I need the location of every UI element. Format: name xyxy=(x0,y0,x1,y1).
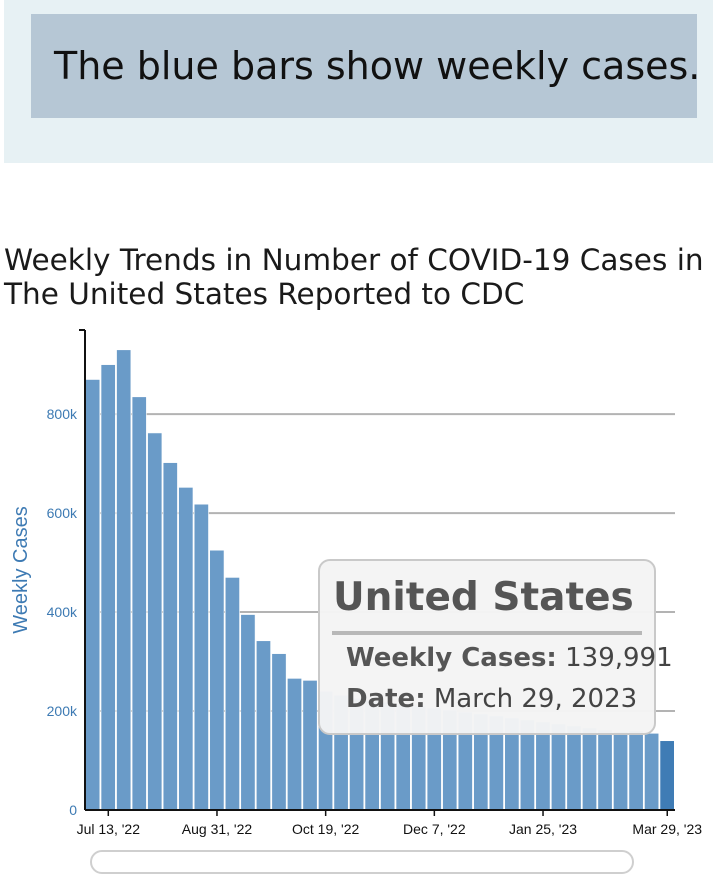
bar xyxy=(209,549,225,811)
y-tick-label: 200k xyxy=(47,703,78,719)
bar xyxy=(178,487,194,811)
x-tick-label: Jan 25, '23 xyxy=(509,821,577,837)
banner: The blue bars show weekly cases. xyxy=(4,0,713,163)
tooltip-divider xyxy=(332,631,642,635)
bar xyxy=(644,732,660,811)
y-tick-labels: 0 200k 400k 600k 800k xyxy=(47,406,78,818)
x-tick-label: Jul 13, '22 xyxy=(77,821,141,837)
bar xyxy=(566,725,582,811)
bar xyxy=(100,364,116,811)
bar xyxy=(224,577,240,811)
x-tick-label: Oct 19, '22 xyxy=(292,821,359,837)
tooltip-date-label: Date: xyxy=(346,684,426,714)
bottom-control[interactable] xyxy=(90,850,634,874)
bar xyxy=(147,432,163,811)
y-tick-label: 600k xyxy=(47,505,78,521)
bar xyxy=(302,680,318,811)
banner-text: The blue bars show weekly cases. xyxy=(54,44,701,88)
y-tick-label: 0 xyxy=(69,802,77,818)
bar xyxy=(240,614,256,811)
x-tick-label: Dec 7, '22 xyxy=(403,821,466,837)
bar xyxy=(116,349,132,811)
bar xyxy=(193,503,209,811)
bar xyxy=(255,640,271,811)
y-axis-label: Weekly Cases xyxy=(10,506,32,633)
x-tick-labels: Jul 13, '22 Aug 31, '22 Oct 19, '22 Dec 7, … xyxy=(77,821,703,837)
x-tick-label: Mar 29, '23 xyxy=(632,821,702,837)
bar xyxy=(271,653,287,811)
y-tick-label: 800k xyxy=(47,406,78,422)
tooltip: United States Weekly Cases: 139,991 Date… xyxy=(318,559,673,735)
x-tick-label: Aug 31, '22 xyxy=(182,821,253,837)
bar xyxy=(131,396,147,811)
tooltip-date-row: Date: March 29, 2023 xyxy=(346,684,637,714)
bar-chart: 0 200k 400k 600k 800k Jul 13, '22 Aug 31, '22… xyxy=(10,329,703,837)
bar xyxy=(582,727,597,811)
tooltip-cases-row: Weekly Cases: 139,991 xyxy=(346,643,673,673)
bar xyxy=(550,723,566,811)
chart-title: Weekly Trends in Number of COVID-19 Case… xyxy=(4,243,704,311)
bar xyxy=(287,678,302,811)
bar xyxy=(162,462,178,811)
tooltip-date-value: March 29, 2023 xyxy=(433,684,638,714)
tooltip-cases-label: Weekly Cases: xyxy=(346,643,557,673)
bar xyxy=(659,740,675,811)
bar xyxy=(613,731,629,811)
bar xyxy=(628,730,644,811)
bar xyxy=(535,721,551,811)
axes xyxy=(79,329,675,816)
bar xyxy=(597,729,613,811)
banner-box: The blue bars show weekly cases. xyxy=(31,14,701,118)
bar xyxy=(85,379,101,811)
tooltip-title: United States xyxy=(333,575,634,620)
y-tick-label: 400k xyxy=(47,604,78,620)
tooltip-cases-value: 139,991 xyxy=(565,643,673,673)
bars xyxy=(85,349,675,811)
